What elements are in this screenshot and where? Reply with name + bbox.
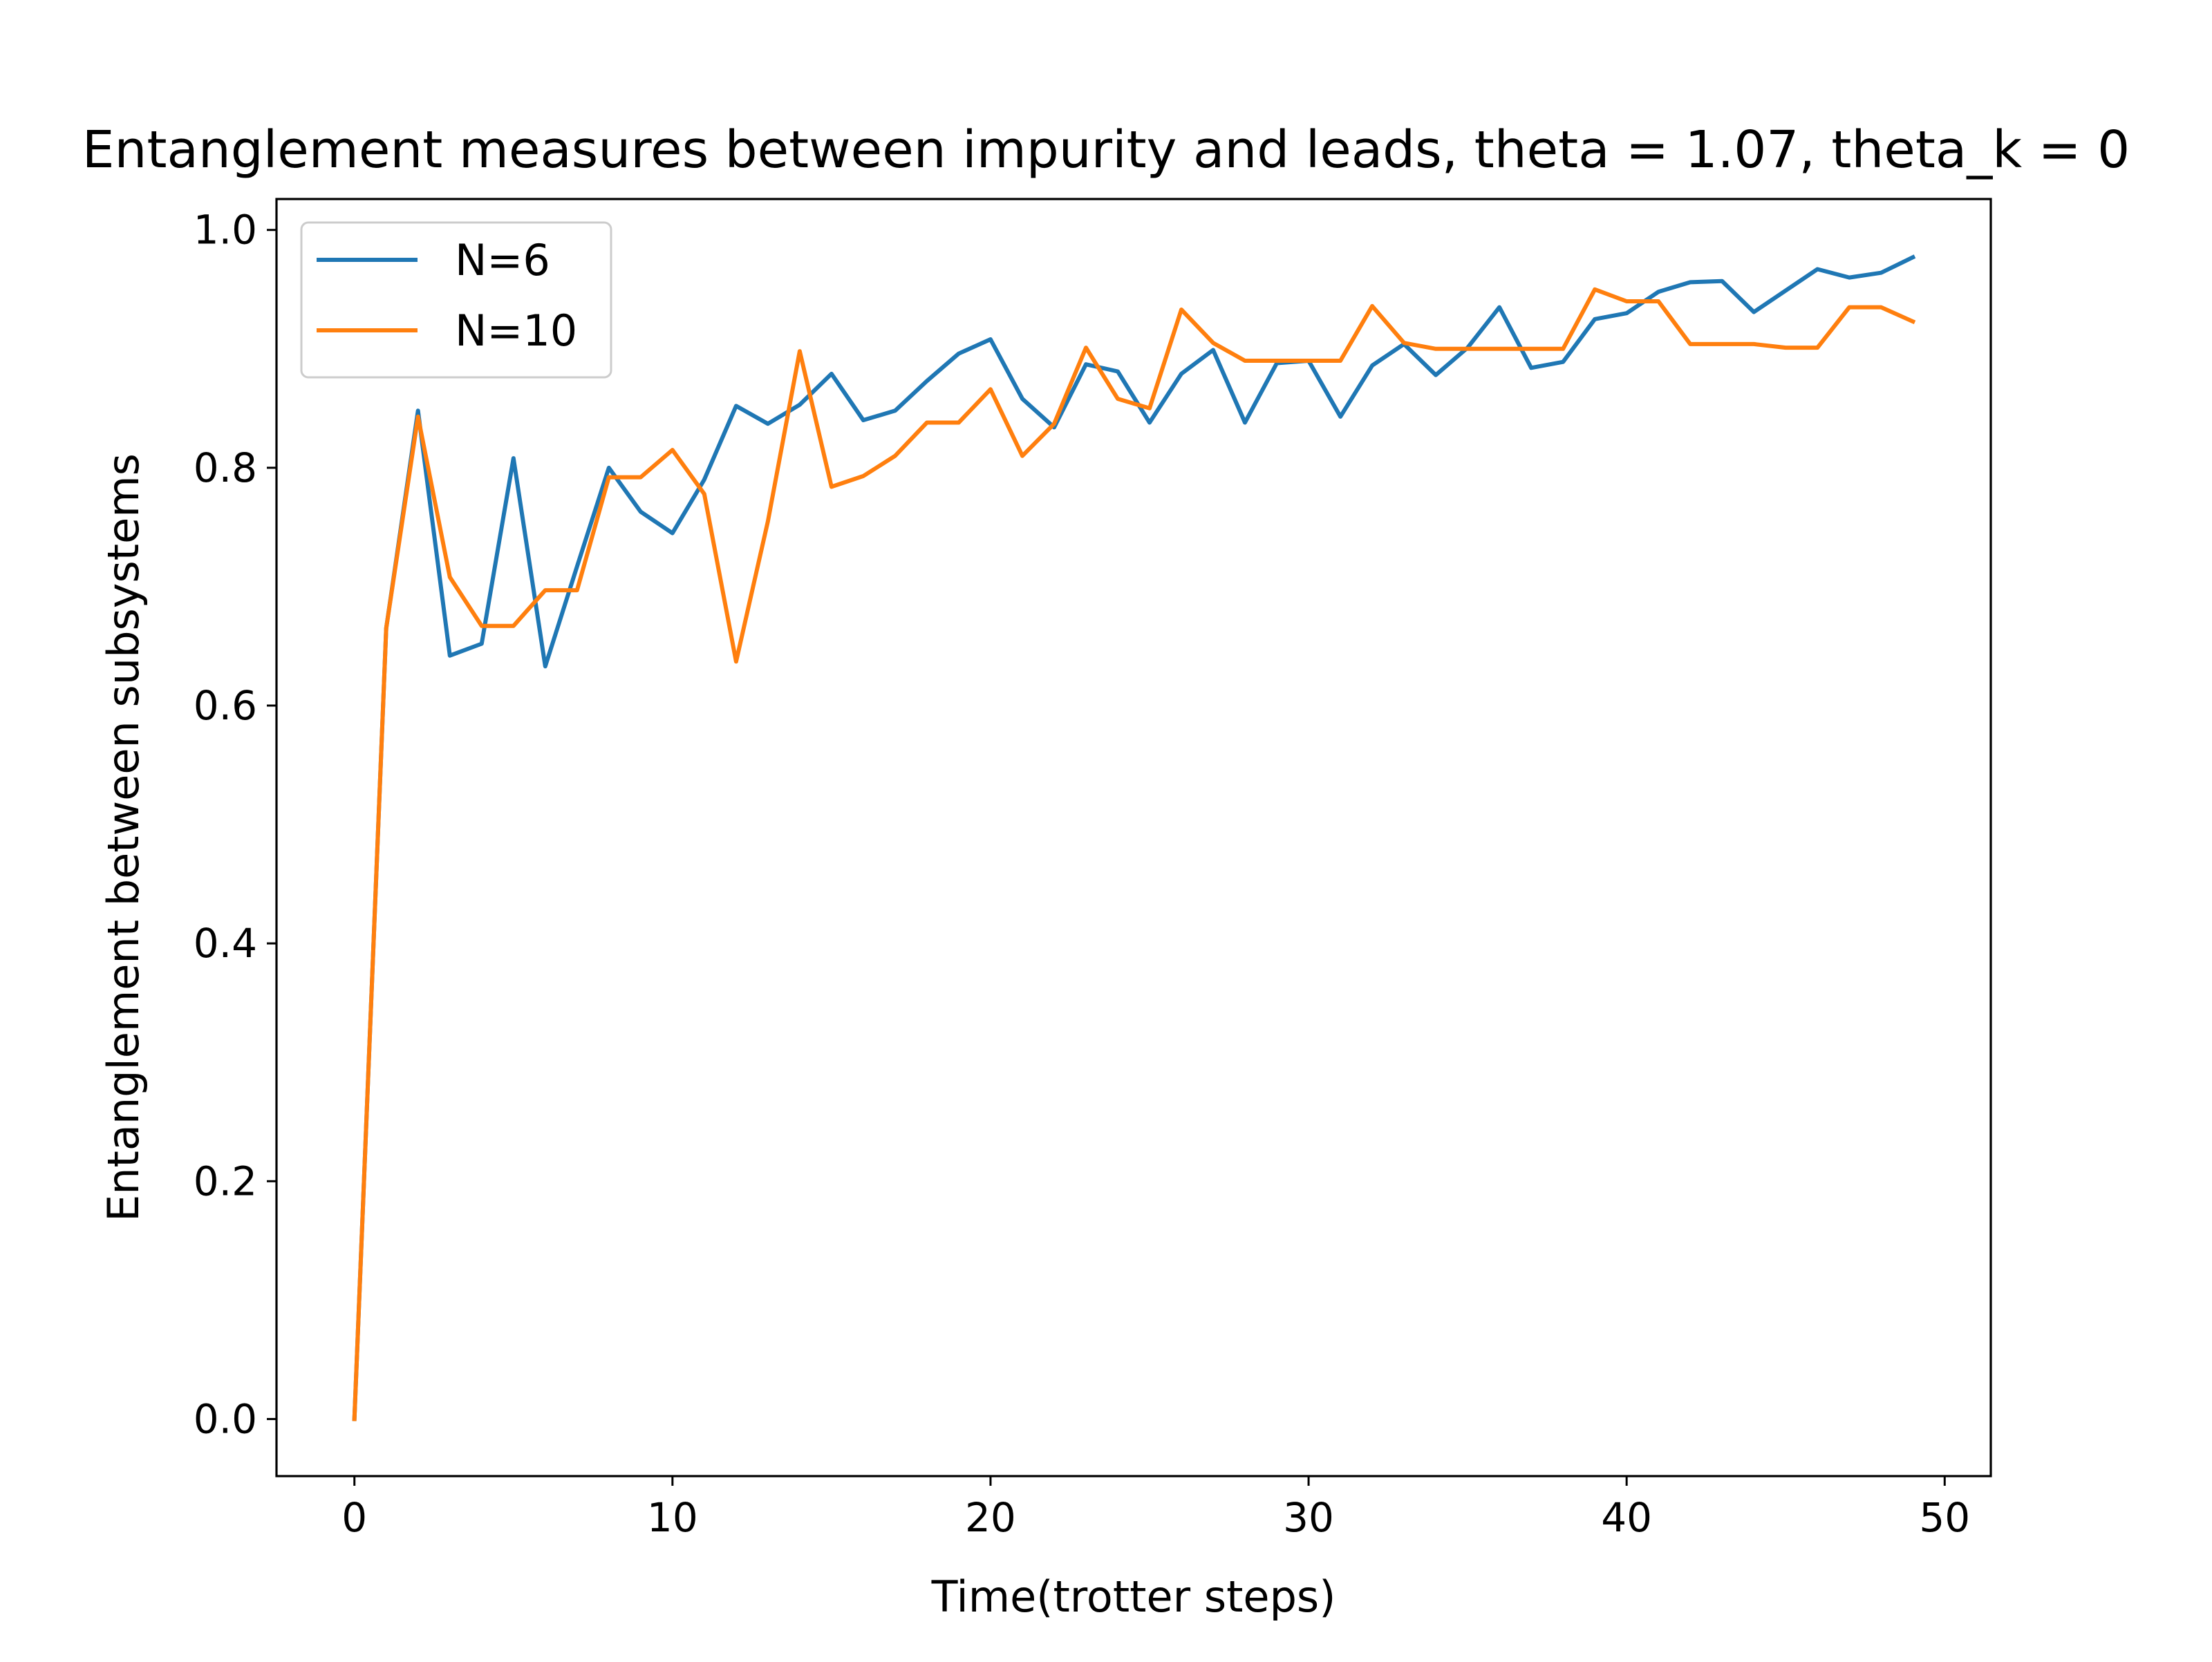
y-tick-label: 0.6 [194, 682, 257, 729]
x-tick-label: 40 [1601, 1494, 1652, 1541]
series-layer [352, 254, 1916, 1422]
series-line-n6 [352, 254, 1916, 1422]
x-tick-label: 0 [341, 1494, 367, 1541]
y-tick-label: 0.8 [194, 444, 257, 491]
legend: N=6 N=10 [300, 221, 612, 379]
y-axis: 0.0 0.2 0.4 0.6 0.8 1.0 [194, 207, 276, 1442]
x-tick-label: 30 [1283, 1494, 1334, 1541]
y-tick-label: 1.0 [194, 207, 257, 254]
x-axis: 0 10 20 30 40 50 [341, 1476, 1970, 1541]
y-tick-label: 0.4 [194, 920, 257, 967]
x-tick-label: 20 [965, 1494, 1016, 1541]
x-tick-label: 50 [1919, 1494, 1970, 1541]
y-tick-label: 0.0 [194, 1395, 257, 1442]
x-tick-label: 10 [647, 1494, 698, 1541]
y-axis-label: Entanglement between subsystems [98, 453, 149, 1222]
series-line-n10 [352, 287, 1916, 1422]
x-axis-label: Time(trotter steps) [931, 1571, 1336, 1622]
y-tick-label: 0.2 [194, 1158, 257, 1205]
legend-label-n6: N=6 [455, 235, 550, 285]
chart-title: Entanglement measures between impurity a… [82, 120, 2130, 180]
plot-area-frame [275, 198, 1992, 1477]
legend-label-n10: N=10 [455, 305, 577, 356]
